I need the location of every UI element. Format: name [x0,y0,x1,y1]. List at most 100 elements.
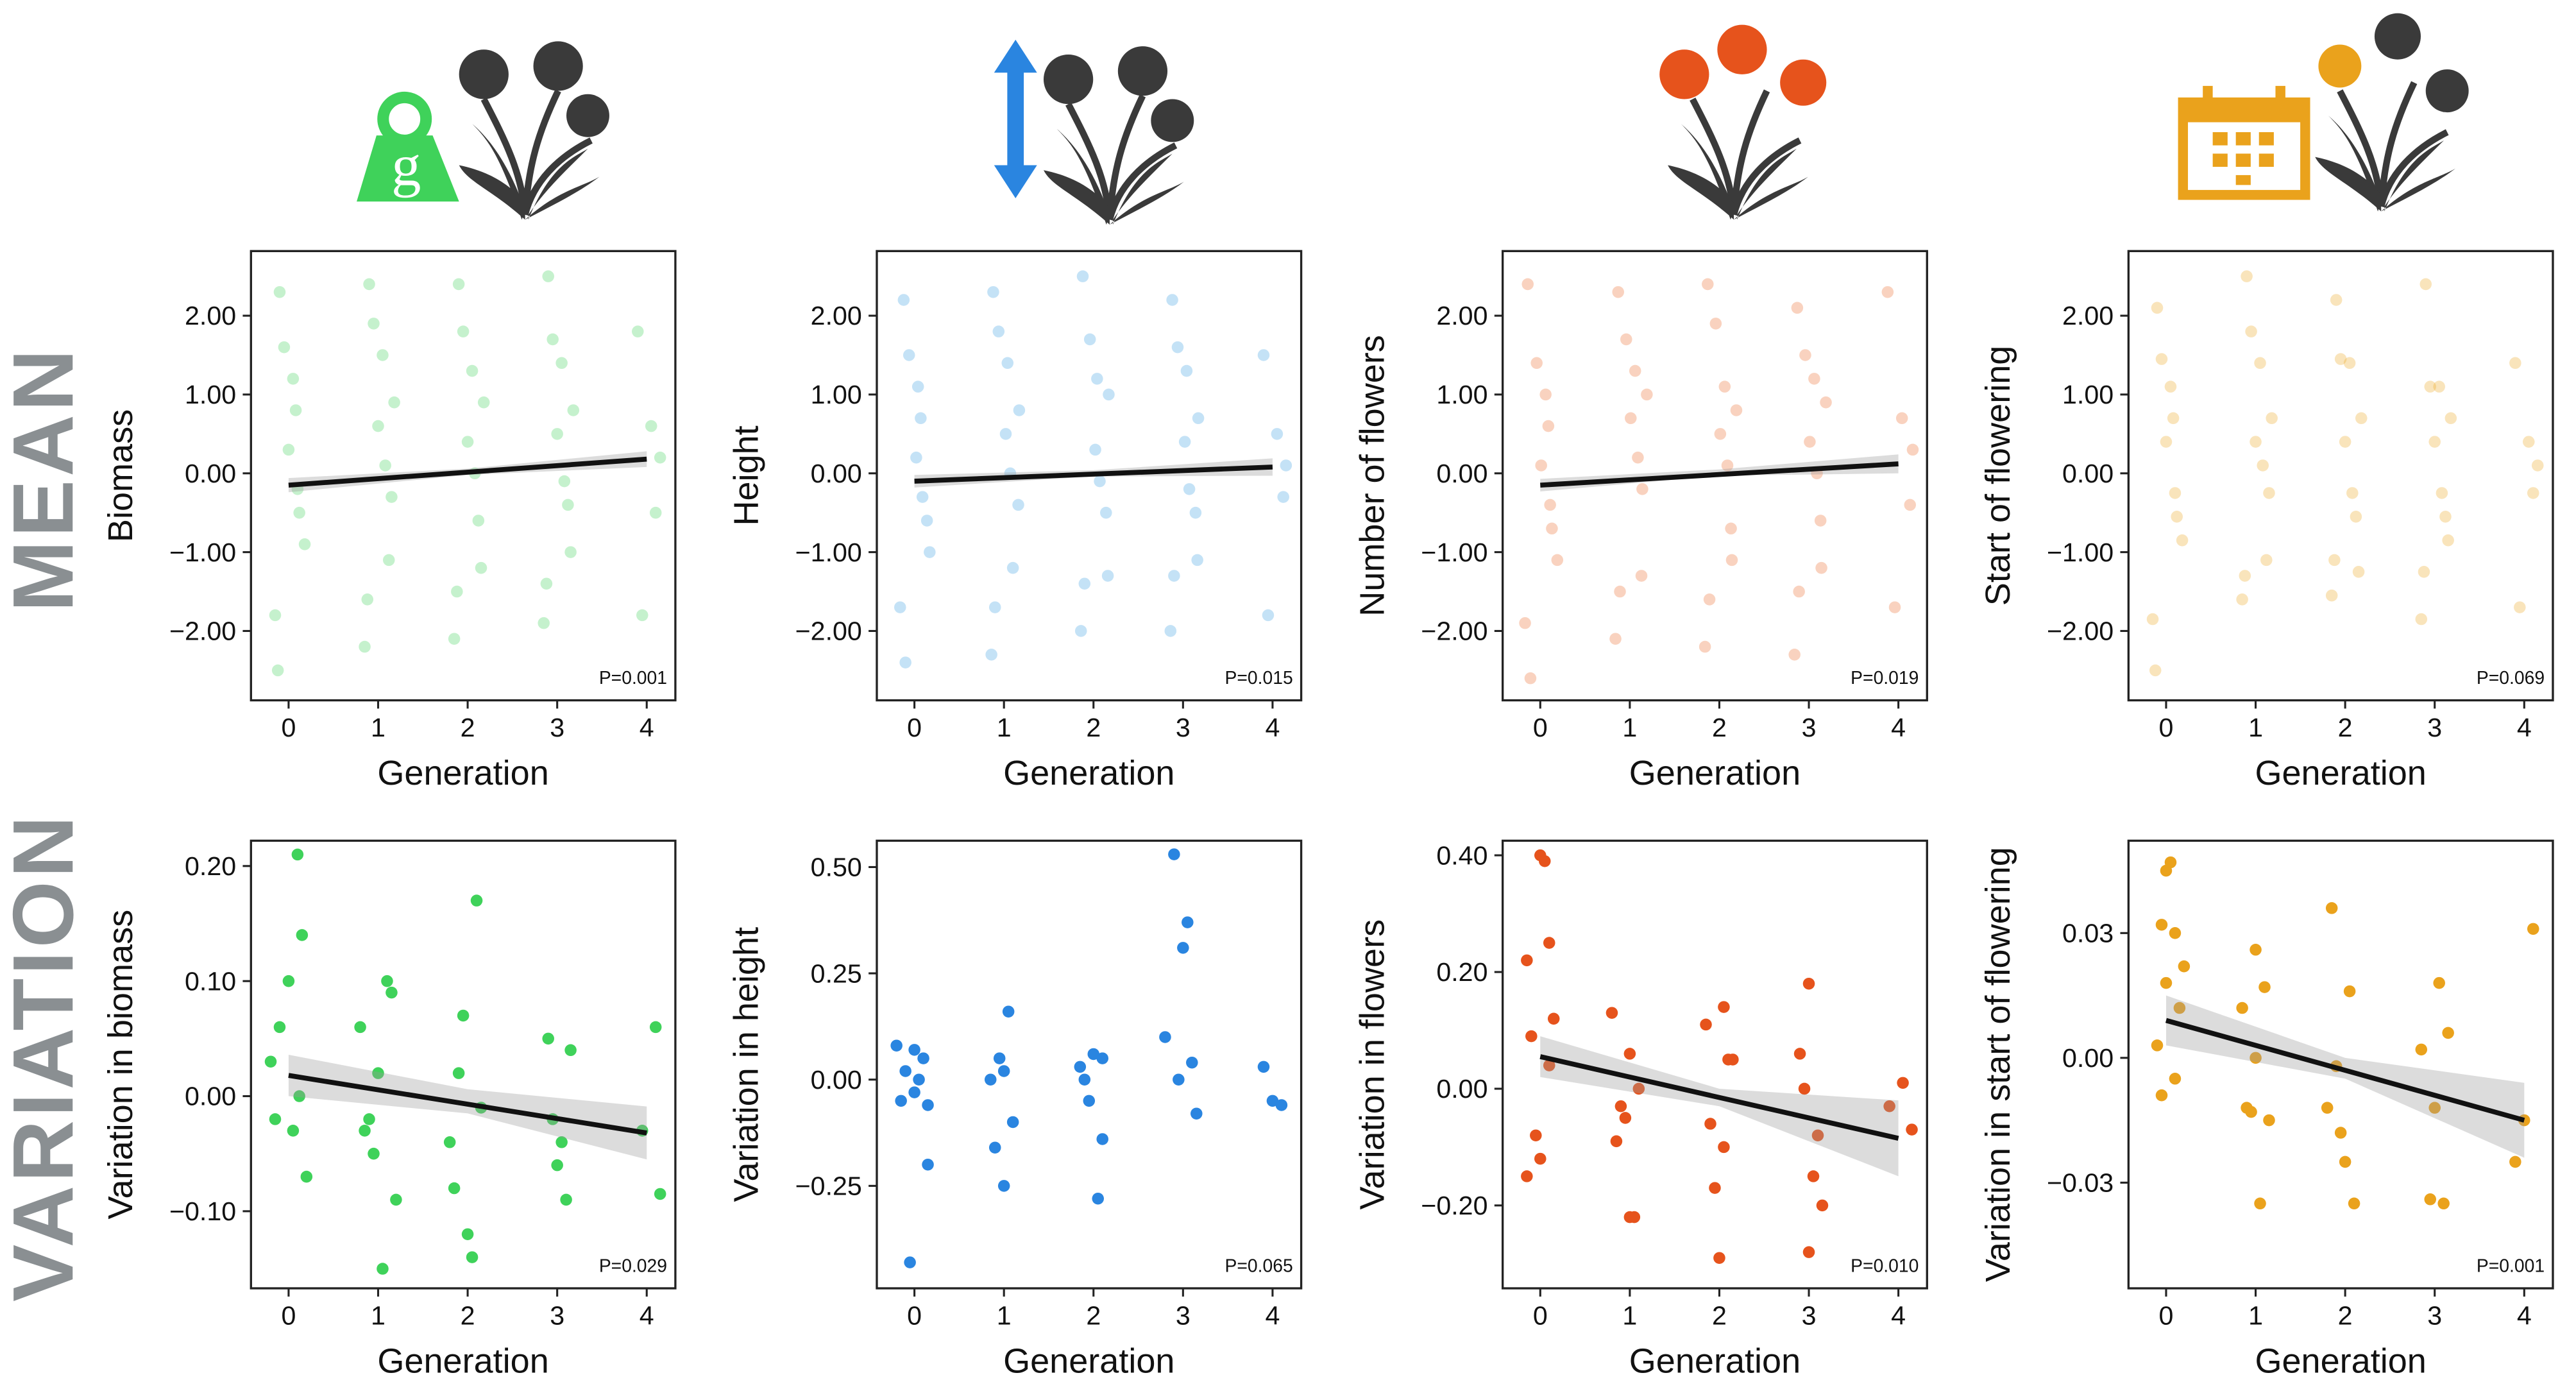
point [1006,1116,1019,1129]
point [1820,396,1832,409]
point [368,1147,380,1160]
point [1535,459,1547,472]
x-tick-label: 4 [1265,713,1280,742]
plot-border [2127,839,2554,1290]
plant-icon [1659,24,1827,220]
point [2334,1127,2347,1139]
point [542,1032,554,1045]
point [466,1251,479,1263]
point [2245,325,2257,337]
plot-border [876,250,1303,702]
point [911,380,924,393]
x-tick-label: 4 [1891,713,1906,742]
point [1006,561,1019,574]
point [1815,561,1827,574]
point [1271,428,1284,440]
point [2254,357,2266,370]
y-axis-label: Variation in biomass [101,910,140,1220]
point [1543,1059,1555,1071]
point [1906,443,1919,456]
point [1277,491,1289,503]
point [1609,633,1622,645]
point [2241,270,2253,282]
point [1811,1129,1824,1141]
point [1101,570,1114,582]
y-tick-label: 1.00 [811,380,862,409]
x-tick-label: 2 [1712,713,1727,742]
x-tick-label: 3 [2427,1301,2442,1331]
point [2415,1043,2428,1056]
point [1714,428,1727,440]
point [296,929,309,941]
y-tick-label: 0.00 [2062,459,2114,488]
point [1096,1133,1108,1145]
x-tick-label: 1 [997,713,1012,742]
row-label: VARIATION [0,812,91,1302]
point [1906,1123,1918,1136]
x-axis-label: Generation [1629,754,1801,792]
point [924,546,936,558]
point [649,506,662,519]
point [2160,436,2173,448]
point [1614,1100,1627,1112]
point [1799,349,1811,361]
point [1266,1095,1279,1107]
point [381,975,393,987]
y-tick-label: −0.03 [2047,1168,2114,1198]
point [654,1188,666,1200]
point [1623,1048,1636,1060]
point [2334,353,2347,365]
annotation: P=0.029 [599,1255,667,1275]
point [1519,617,1531,629]
point [916,491,929,503]
point [1700,1018,1712,1031]
y-tick-label: 0.40 [1436,840,1487,870]
y-tick-label: −0.25 [795,1172,862,1201]
point [452,1067,465,1079]
point [2263,487,2275,499]
point [291,848,304,861]
y-tick-label: 2.00 [185,301,236,330]
point [2169,1072,2182,1085]
point [2155,1089,2168,1102]
x-axis-label: Generation [1629,1342,1801,1380]
point [273,286,286,298]
plot-border [1501,839,1928,1290]
x-tick-label: 1 [371,1301,386,1331]
point [910,451,922,464]
panel: 2.00 1.00 0.00 −1.00 −2.00 0 1 2 3 4 P=0.015 Genera… [727,250,1303,792]
point [1257,1061,1270,1073]
annotation: P=0.001 [599,667,667,688]
point [2442,1027,2454,1039]
confidence-band [288,1054,647,1160]
point [2241,1102,2253,1114]
plot-background [2128,251,2553,701]
point [890,1039,902,1052]
y-tick-label: 0.25 [811,959,862,988]
point [555,1136,568,1148]
point [1530,357,1543,370]
point [388,396,400,409]
point [2509,1155,2521,1168]
x-tick-label: 4 [2517,1301,2532,1331]
point [2257,459,2269,472]
point [564,546,577,558]
fit-line [288,456,647,488]
point [1182,916,1194,928]
point [992,325,1005,337]
point [2173,1002,2186,1014]
point [1620,333,1632,346]
annotation: P=0.015 [1225,667,1293,688]
point [555,357,568,370]
point [271,664,284,677]
y-tick-label: 0.00 [185,1082,236,1111]
x-tick-label: 3 [1802,713,1817,742]
point [2155,353,2168,365]
x-tick-label: 1 [1622,1301,1637,1331]
point [915,412,927,425]
point [1888,601,1901,613]
point [1091,373,1103,385]
point [2167,412,2180,425]
point [2146,613,2159,626]
